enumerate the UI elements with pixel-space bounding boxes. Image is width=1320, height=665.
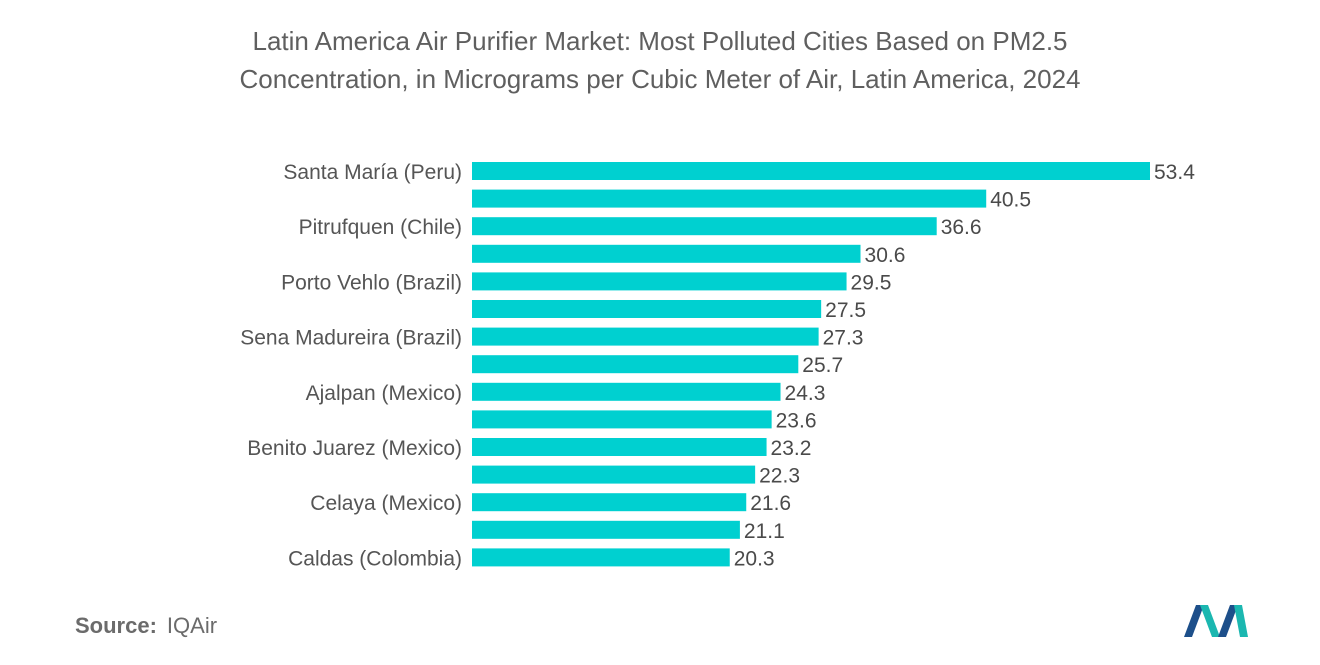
category-label: Sena Madureira (Brazil) [240, 327, 462, 350]
brand-logo-icon [1184, 605, 1248, 637]
bar [472, 244, 861, 263]
source-label: Source: [75, 613, 157, 638]
bar-value-label: 22.3 [759, 465, 800, 488]
bar-value-label: 36.6 [941, 216, 982, 239]
bar [472, 162, 1150, 180]
bar-value-label: 24.3 [785, 382, 826, 405]
category-label: Celaya (Mexico) [310, 492, 462, 515]
chart-title-line-2: Concentration, in Micrograms per Cubic M… [239, 64, 1081, 94]
bar [472, 493, 747, 512]
logo-mid-stroke [1200, 605, 1220, 637]
chart-title-line-1: Latin America Air Purifier Market: Most … [252, 26, 1068, 56]
bar-value-label: 29.5 [851, 271, 892, 294]
bar [472, 465, 756, 484]
chart-title: Latin America Air Purifier Market: Most … [0, 22, 1320, 98]
category-label: Pitrufquen (Chile) [299, 216, 462, 239]
bar-value-label: 27.5 [825, 299, 866, 322]
logo-left-stroke [1184, 605, 1204, 637]
bar [472, 272, 847, 291]
category-label: Caldas (Colombia) [288, 547, 462, 570]
source-note: Source: IQAir [75, 613, 217, 639]
bar-value-label: 23.2 [771, 437, 812, 460]
category-label: Santa María (Peru) [283, 161, 462, 184]
category-label: Benito Juarez (Mexico) [247, 437, 462, 460]
bar-value-label: 53.4 [1154, 161, 1195, 184]
bar-value-label: 30.6 [865, 244, 906, 267]
bar [472, 438, 767, 456]
category-label: Porto Vehlo (Brazil) [281, 271, 462, 294]
bar-value-label: 27.3 [823, 327, 864, 350]
bar-value-label: 40.5 [990, 189, 1031, 212]
bar [472, 410, 772, 429]
bar [472, 327, 819, 346]
bar-value-label: 21.6 [750, 492, 791, 515]
bar-value-label: 20.3 [734, 547, 775, 570]
bar [472, 355, 799, 374]
source-value: IQAir [166, 613, 218, 638]
bar [472, 189, 987, 208]
bar [472, 382, 781, 401]
bar-value-label: 25.7 [802, 354, 843, 377]
bar-value-label: 21.1 [744, 520, 785, 543]
bar [472, 300, 822, 318]
bar [472, 548, 730, 567]
bar-value-label: 23.6 [776, 409, 817, 432]
bar [472, 520, 740, 539]
category-label: Ajalpan (Mexico) [306, 382, 462, 405]
bar [472, 217, 937, 236]
logo-end-stroke [1234, 605, 1248, 637]
logo-right-stroke [1218, 605, 1238, 637]
